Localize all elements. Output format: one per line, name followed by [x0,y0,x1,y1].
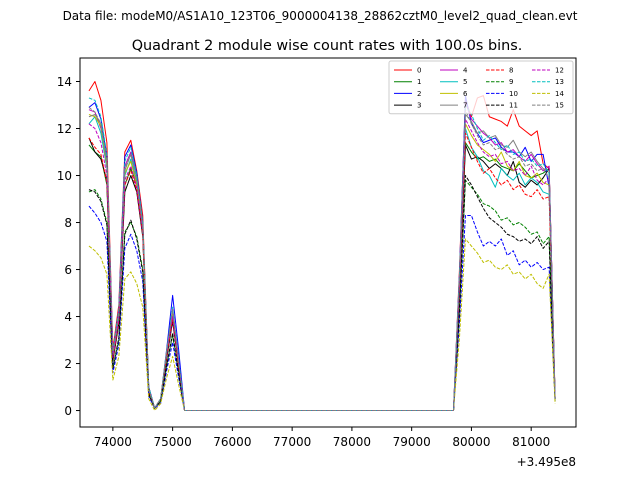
legend-label-8: 8 [509,67,513,75]
legend-label-5: 5 [463,78,467,86]
y-tick-label: 10 [57,169,72,183]
legend-label-13: 13 [555,78,564,86]
chart-title: Quadrant 2 module wise count rates with … [132,38,523,54]
series-line-2 [88,95,556,412]
x-axis-offset-label: +3.495e8 [517,455,576,469]
series-line-8 [88,132,556,412]
series-line-14 [88,238,556,412]
legend-label-6: 6 [463,90,468,98]
series-line-10 [88,205,556,412]
series-line-11 [88,175,556,412]
legend-label-15: 15 [555,102,564,110]
y-tick-label: 14 [57,75,72,89]
legend-label-11: 11 [509,102,518,110]
x-tick-label: 81000 [512,435,550,449]
x-axis: 74000 75000 76000 77000 78000 79000 80000 81000 [94,427,550,449]
x-tick-label: 74000 [94,435,132,449]
series-line-5 [88,116,556,412]
y-tick-label: 12 [57,122,72,136]
series-layer [88,81,556,412]
series-line-0 [88,81,556,412]
y-tick-label: 4 [64,310,72,324]
x-tick-label: 79000 [393,435,431,449]
x-tick-label: 77000 [273,435,311,449]
y-axis: 0 2 4 6 8 10 12 14 [57,75,80,418]
legend-label-14: 14 [555,90,564,98]
legend-label-4: 4 [463,67,468,75]
x-tick-label: 78000 [333,435,371,449]
legend-label-9: 9 [509,78,513,86]
series-line-9 [88,179,556,412]
series-line-1 [88,142,556,412]
x-tick-label: 75000 [154,435,192,449]
series-line-13 [88,97,556,412]
series-line-15 [88,106,556,412]
legend-label-1: 1 [417,78,421,86]
legend-box [388,60,574,115]
legend-label-0: 0 [417,67,421,75]
legend-label-7: 7 [463,102,467,110]
plot-area [79,57,577,428]
legend-label-2: 2 [417,90,421,98]
x-tick-label: 80000 [452,435,490,449]
legend-label-10: 10 [509,90,518,98]
legend-label-12: 12 [555,67,564,75]
series-line-7 [88,113,556,412]
x-tick-label: 76000 [213,435,251,449]
legend-label-3: 3 [417,102,421,110]
series-line-6 [88,113,556,412]
plot-frame [79,57,577,428]
figure-suptitle: Data file: modeM0/AS1A10_123T06_90000041… [63,9,578,23]
y-tick-label: 6 [64,263,72,277]
series-line-3 [88,137,556,412]
series-line-4 [88,102,556,412]
y-tick-label: 2 [64,357,72,371]
y-tick-label: 0 [64,404,72,418]
y-tick-label: 8 [64,216,72,230]
